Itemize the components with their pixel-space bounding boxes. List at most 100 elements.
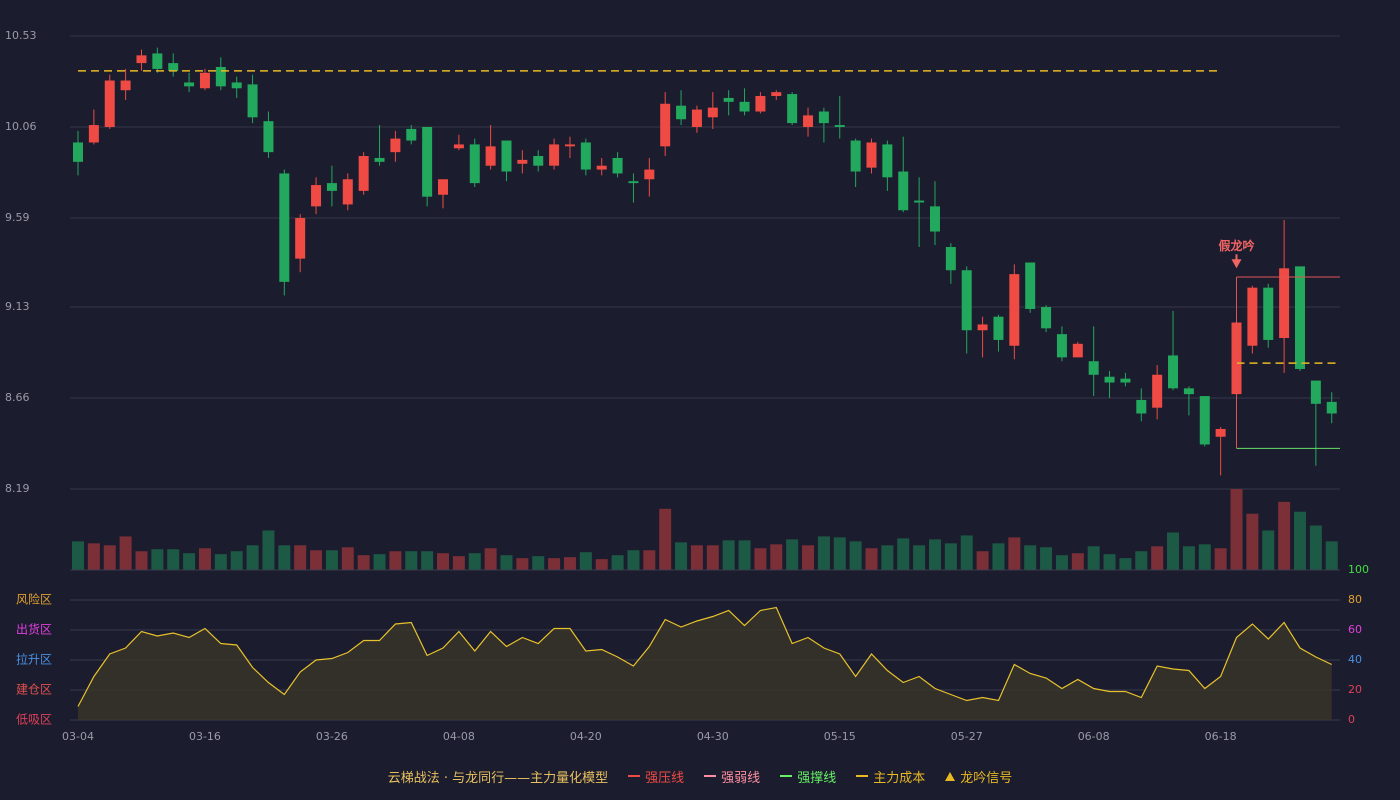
candle-body <box>1263 287 1274 340</box>
candle-body <box>469 144 480 184</box>
y-tick-label: 9.13 <box>5 300 30 313</box>
y-tick-label: 0 <box>1348 713 1355 726</box>
volume-bar <box>865 548 878 570</box>
candle-body <box>1294 266 1305 369</box>
candle-body <box>1152 374 1163 408</box>
volume-bar <box>1278 501 1291 570</box>
candle-body <box>549 144 560 166</box>
candle-body <box>676 105 687 120</box>
candle-body <box>707 107 718 118</box>
candle-body <box>1326 401 1337 414</box>
volume-bar <box>1325 541 1338 570</box>
volume-bar <box>405 551 418 570</box>
candle-body <box>929 206 940 232</box>
volume-bar <box>738 540 751 570</box>
volume-bar <box>532 556 545 570</box>
candle-body <box>438 179 449 195</box>
volume-bar <box>1198 544 1211 570</box>
volume-bar <box>802 545 815 570</box>
volume-bar <box>389 551 402 570</box>
volume-bar <box>1246 513 1259 570</box>
candle-body <box>136 55 147 64</box>
x-tick-label: 03-16 <box>189 730 221 743</box>
volume-bar <box>786 539 799 570</box>
legend-item: 强撑线 <box>780 767 836 786</box>
volume-bar <box>675 542 688 570</box>
zone-label: 出货区 <box>16 622 52 637</box>
legend-marker <box>704 775 717 777</box>
volume-bar <box>643 550 656 570</box>
candle-body <box>1215 428 1226 437</box>
candle-body <box>1247 287 1258 346</box>
candle-body <box>1168 355 1179 389</box>
candle-body <box>1136 399 1147 414</box>
candle-body <box>152 53 163 69</box>
volume-bar <box>849 541 862 570</box>
candle-body <box>517 159 528 164</box>
volume-bar <box>1008 537 1021 570</box>
annotation: 假龙吟 <box>1219 238 1255 253</box>
candle-body <box>231 82 242 89</box>
volume-bar <box>294 545 307 570</box>
candle-body <box>1009 274 1020 346</box>
zone-label: 风险区 <box>16 592 52 607</box>
candle-body <box>914 200 925 203</box>
x-tick-label: 06-18 <box>1205 730 1237 743</box>
legend-item: 主力成本 <box>856 767 925 786</box>
x-tick-label: 04-20 <box>570 730 602 743</box>
volume-bar <box>373 554 386 570</box>
candle-body <box>803 115 814 127</box>
volume-bar <box>421 551 434 570</box>
volume-bar <box>1182 546 1195 570</box>
candle-body <box>977 324 988 331</box>
candle-body <box>945 247 956 271</box>
candle-body <box>596 165 607 170</box>
volume-bar <box>214 554 227 570</box>
y-tick-label: 20 <box>1348 683 1362 696</box>
volume-bar <box>1293 511 1306 570</box>
candle-body <box>723 97 734 102</box>
volume-bar <box>881 545 894 570</box>
volume-bar <box>1103 554 1116 570</box>
volume-bar <box>119 536 132 570</box>
candle-body <box>501 140 512 172</box>
indicator-area <box>78 607 1332 720</box>
candle-body <box>1056 334 1067 358</box>
candle-body <box>1120 378 1131 383</box>
zone-label: 低吸区 <box>16 713 52 727</box>
volume-bar <box>944 543 957 570</box>
indicator-line <box>77 606 1332 707</box>
candle-body <box>1183 388 1194 395</box>
volume-bar <box>1040 547 1053 570</box>
volume-bar <box>1055 555 1068 570</box>
candle-body <box>993 316 1004 340</box>
x-tick-label: 05-27 <box>951 730 983 743</box>
candle-body <box>311 185 322 207</box>
candle-body <box>390 138 401 153</box>
volume-bar <box>183 553 196 570</box>
volume-bar <box>1262 530 1275 570</box>
candle-body <box>628 181 639 184</box>
volume-bar <box>1071 553 1084 570</box>
candle-body <box>1310 380 1321 404</box>
volume-bar <box>484 548 497 570</box>
volume-bar <box>722 540 735 570</box>
volume-bar <box>310 550 323 570</box>
candle-body <box>660 103 671 147</box>
legend: 云梯战法 · 与龙同行——主力量化模型 强压线 强弱线 强撑线 主力成本 龙吟信号 <box>0 764 1400 788</box>
candle-body <box>755 96 766 112</box>
candle-body <box>342 179 353 205</box>
legend-item: 强压线 <box>628 767 684 786</box>
candle-body <box>1025 262 1036 309</box>
volume-bar <box>627 550 640 570</box>
legend-marker <box>780 775 793 777</box>
candle-body <box>120 80 131 91</box>
volume-bar <box>579 552 592 570</box>
volume-bar <box>1119 558 1132 570</box>
volume-bar <box>928 539 941 570</box>
chart: 10.53 10.06 9.59 9.13 8.66 8.19 假龙吟 0 20 40 60 80 10… <box>5 29 1369 743</box>
candle-body <box>1072 343 1083 358</box>
candle-body <box>787 94 798 124</box>
volume-bar <box>87 543 100 570</box>
volume-bar <box>960 535 973 570</box>
